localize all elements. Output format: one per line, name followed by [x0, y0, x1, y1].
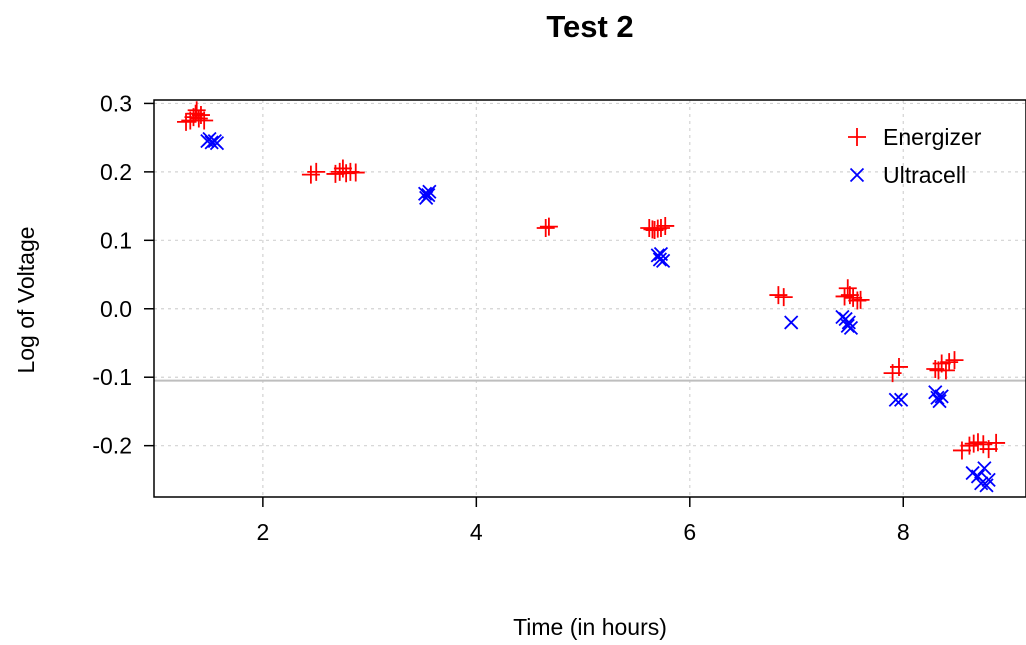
energizer-point: [952, 441, 971, 460]
energizer-point: [851, 290, 870, 309]
energizer-point: [307, 162, 326, 181]
legend-label-ultracell: Ultracell: [883, 162, 966, 188]
legend-label-energizer: Energizer: [883, 124, 982, 150]
ultracell-point: [977, 461, 992, 476]
y-tick-label: 0.2: [100, 159, 132, 185]
ultracell-point: [417, 186, 433, 201]
energizer-point: [844, 288, 863, 307]
energizer-point: [536, 218, 555, 237]
y-axis-label: Log of Voltage: [13, 226, 39, 373]
energizer-point: [889, 357, 908, 376]
energizer-point: [936, 361, 955, 380]
y-tick-label: 0.0: [100, 296, 132, 322]
energizer-point: [774, 288, 793, 307]
energizer-point: [987, 433, 1006, 452]
legend-marker-ultracell: [849, 167, 865, 183]
y-tick-label: -0.2: [92, 433, 132, 459]
ultracell-point: [655, 253, 671, 268]
energizer-point: [301, 165, 320, 184]
legend-marker-energizer: [848, 128, 866, 146]
ultracell-point: [981, 472, 996, 488]
energizer-point: [539, 217, 558, 236]
y-tick-label: -0.1: [92, 364, 132, 390]
energizer-point: [974, 435, 993, 454]
energizer-point: [656, 216, 675, 235]
ultracell-point: [209, 136, 225, 151]
energizer-point: [177, 112, 196, 131]
energizer-point: [187, 101, 206, 120]
ultracell-point: [843, 320, 859, 336]
y-tick-label: 0.1: [100, 227, 132, 253]
energizer-point: [346, 163, 365, 182]
ultracell-point: [421, 188, 436, 203]
ultracell-point: [422, 184, 437, 199]
energizer-point: [769, 286, 788, 305]
plot-area: 2 4 6 8 -0.2 -0.1 0.0 0.1 0.2 0.3 Energizer Ultrace…: [92, 90, 1026, 545]
x-tick-label: 6: [683, 519, 696, 545]
x-tick-label: 8: [897, 519, 910, 545]
ultracell-point: [204, 135, 219, 150]
plot-border: [153, 99, 1026, 498]
ultracell-point: [930, 390, 945, 405]
energizer-point: [651, 218, 670, 237]
ultracell-point: [652, 252, 668, 267]
ultracell-point: [888, 392, 903, 407]
x-tick-label: 4: [470, 519, 483, 545]
x-tick-label: 2: [256, 519, 269, 545]
energizer-point: [195, 111, 214, 130]
x-axis-label: Time (in hours): [513, 614, 667, 640]
energizer-point: [835, 287, 854, 306]
energizer-point: [960, 436, 979, 455]
energizer-point: [189, 109, 208, 128]
ultracell-point: [932, 394, 947, 409]
ultracell-point: [894, 392, 909, 407]
ultracell-point: [934, 389, 949, 404]
energizer-point: [945, 351, 964, 370]
chart-title: Test 2: [546, 9, 633, 44]
y-tick-label: 0.3: [100, 90, 132, 116]
ultracell-point: [784, 315, 799, 330]
energizer-point: [333, 159, 352, 178]
